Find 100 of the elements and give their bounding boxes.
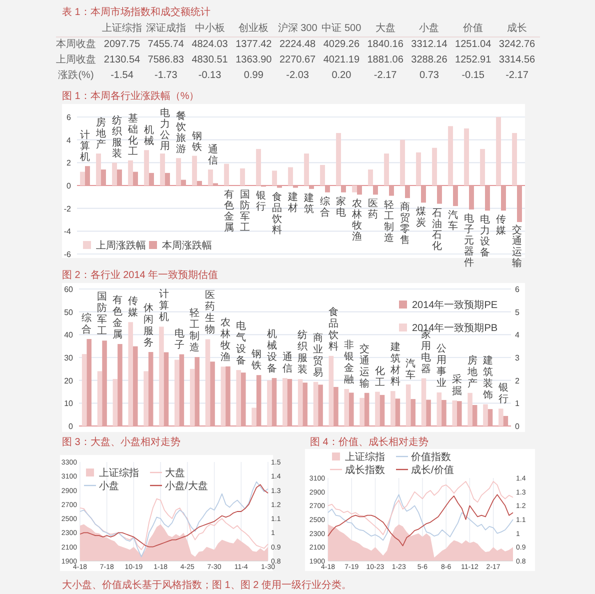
x-tick-label: 非银金融 — [343, 339, 354, 386]
text: -1.54 — [110, 70, 134, 81]
y2-tick-label: 5 — [515, 308, 520, 317]
text: 2097.75 — [104, 39, 140, 50]
x-tick-label: 计算机 — [158, 288, 169, 324]
category-label: 上周收盘 — [56, 54, 96, 66]
y-tick-label: 2 — [66, 158, 72, 168]
legend-label: 上周涨跌幅 — [96, 240, 146, 252]
x-tick-label: 房地产 — [95, 116, 106, 151]
chart-title: 图 2：各行业 2014 年一致预期估值 — [62, 269, 218, 281]
category-label: 沪深 300 — [278, 22, 318, 34]
x-tick-label: 综合 — [320, 195, 330, 218]
bar — [224, 164, 229, 186]
x-tick-label: 电气设备 — [236, 320, 246, 367]
x-tick-label: 食品饮料 — [271, 190, 282, 236]
text: 3314.56 — [498, 54, 536, 66]
bar — [421, 186, 426, 203]
y-tick-label: 20 — [64, 376, 74, 386]
x-tick-label: 建筑材料 — [389, 341, 400, 388]
text: 1363.90 — [236, 54, 272, 66]
text: 4021.19 — [323, 54, 360, 66]
x-tick-label: 轻工制造 — [190, 307, 200, 354]
x-tick-label: 机械 — [144, 124, 154, 148]
x-tick-label: 化工 — [374, 364, 385, 388]
text: -2.17 — [506, 70, 528, 81]
bar — [320, 164, 325, 186]
bar — [325, 186, 330, 192]
y-tick-label: 40 — [64, 330, 74, 340]
x-tick-label: 建筑装饰 — [482, 354, 493, 401]
bar — [373, 186, 378, 195]
category-label: 中小板 — [194, 22, 225, 34]
y2-tick-label: 0 — [515, 422, 520, 431]
x-tick-label: 纺织服装 — [298, 329, 308, 376]
x-tick-label: 电力设备 — [480, 214, 490, 259]
text: -1.73 — [154, 70, 178, 81]
text: 2224.48 — [279, 39, 316, 50]
bar — [197, 180, 202, 186]
bar — [85, 166, 90, 186]
x-tick-label: 有色金属 — [112, 294, 123, 341]
bar — [485, 186, 490, 211]
legend-label: 价值指数 — [410, 451, 451, 463]
x-tick-label: 商贸零售 — [400, 201, 410, 246]
chart-title: 图 3：大盘、小盘相对走势 — [62, 436, 180, 448]
x-tick-label: 休闲服务 — [143, 303, 154, 349]
x-tick-label: 交通运输 — [512, 224, 522, 269]
bar — [432, 148, 437, 186]
bar — [448, 126, 453, 186]
y-tick-label: 0 — [66, 182, 72, 190]
bar — [117, 170, 122, 186]
text: 1840.16 — [367, 39, 404, 50]
y-tick-label: 0 — [68, 422, 74, 431]
text: 7455.74 — [148, 39, 184, 50]
category-label: 价值 — [462, 22, 484, 34]
legend-label: 上证综指 — [99, 467, 139, 479]
category-label: 本周收盘 — [56, 39, 96, 50]
text: 表 1：本周市场指数和成交额统计 — [62, 6, 210, 18]
bar — [469, 186, 474, 210]
y2-tick-label: 4 — [515, 330, 520, 340]
x-tick-label: 医药生物 — [205, 290, 216, 336]
bar — [101, 170, 106, 186]
text: 1252.91 — [455, 54, 492, 66]
legend-label: 大盘 — [165, 467, 185, 479]
y-tick-label: -2 — [64, 204, 72, 214]
x-tick-label: 轻工制造 — [384, 198, 394, 244]
y-tick-label: 10 — [64, 399, 74, 408]
text: 4029.26 — [323, 39, 360, 50]
bar — [272, 170, 277, 186]
y-tick-label: 50 — [64, 308, 74, 317]
text: 2270.67 — [279, 54, 316, 66]
x-tick-label: 煤炭 — [416, 206, 426, 229]
bar — [288, 167, 293, 186]
x-tick-label: 钢铁 — [191, 130, 202, 153]
x-tick-label: 电子 — [174, 327, 184, 351]
text: -2.17 — [374, 70, 397, 81]
x-tick-label: 纺织服装 — [112, 114, 122, 160]
x-tick-label: 通信 — [208, 144, 218, 167]
x-tick-label: 建材 — [287, 190, 298, 214]
x-tick-label: 石油石化 — [432, 208, 442, 252]
legend-label: 成长指数 — [345, 464, 385, 476]
y2-tick-label: 6 — [515, 285, 520, 294]
bar — [149, 172, 154, 186]
x-tick-label: 农林牧渔 — [351, 198, 362, 243]
bar — [96, 154, 101, 186]
x-tick-label: 传媒 — [128, 296, 138, 319]
x-tick-label: 商业贸易 — [313, 332, 324, 378]
bar — [240, 168, 245, 186]
category-label: 上证综指 — [102, 22, 142, 34]
bar — [368, 170, 373, 186]
text: 2130.54 — [104, 54, 140, 66]
bar — [405, 186, 410, 198]
bar — [165, 172, 170, 186]
x-tick-label: 汽车 — [406, 357, 416, 381]
bar — [517, 186, 522, 222]
x-tick-label: 银行 — [497, 382, 508, 406]
bar — [128, 160, 133, 186]
x-tick-label: 汽车 — [448, 209, 458, 232]
y-tick-label: -6 — [64, 250, 72, 259]
bar — [304, 154, 309, 186]
x-tick-label: 机械设备 — [266, 328, 277, 375]
bar — [464, 128, 469, 186]
